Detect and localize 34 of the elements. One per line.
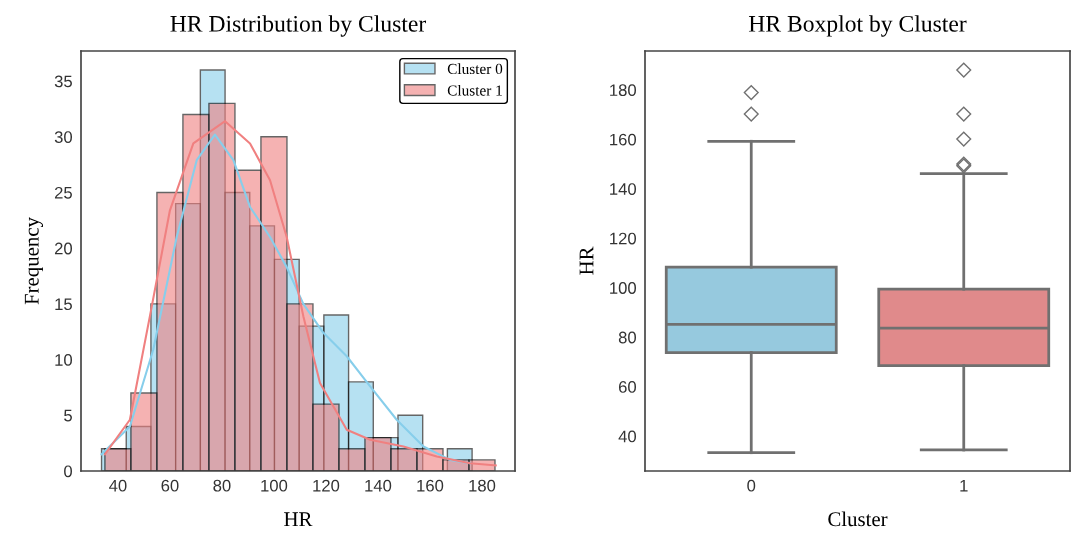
y-tick-label: 5 [64, 409, 72, 422]
y-axis-title: Frequency [24, 217, 44, 305]
chart-title: HR Boxplot by Cluster [748, 15, 967, 37]
x-tick-label: 1 [960, 479, 968, 492]
x-tick-label: 100 [261, 479, 288, 492]
y-tick-label: 30 [54, 131, 73, 143]
x-tick-label: 120 [313, 479, 340, 492]
y-tick-label: 15 [55, 298, 72, 311]
y-tick-label: 25 [54, 186, 72, 199]
y-tick-label: 20 [54, 242, 73, 255]
legend-label: Cluster 1 [447, 84, 502, 96]
x-tick-label: 140 [365, 479, 392, 492]
y-tick-label: 35 [54, 75, 72, 88]
y-tick-label: 10 [55, 354, 73, 366]
x-tick-label: 80 [213, 479, 231, 492]
y-tick-label: 180 [610, 84, 637, 97]
x-tick-label: 40 [109, 479, 127, 492]
y-tick-label: 40 [618, 430, 637, 443]
y-tick-label: 0 [64, 465, 73, 478]
y-tick-label: 80 [618, 331, 637, 344]
y-tick-label: 100 [610, 282, 637, 294]
y-tick-label: 160 [610, 133, 637, 146]
x-tick-label: 160 [417, 479, 444, 492]
x-tick-label: 180 [469, 479, 496, 492]
x-axis-title: HR [284, 512, 313, 526]
x-axis-title: Cluster [828, 511, 888, 527]
y-tick-label: 120 [610, 232, 637, 245]
chart-title: HR Distribution by Cluster [170, 15, 427, 37]
x-tick-label: 60 [161, 479, 179, 492]
y-tick-label: 60 [618, 381, 637, 393]
y-tick-label: 140 [610, 183, 637, 195]
legend-label: Cluster 0 [447, 63, 503, 75]
y-axis-title: HR [579, 246, 594, 275]
x-tick-label: 0 [747, 479, 756, 492]
